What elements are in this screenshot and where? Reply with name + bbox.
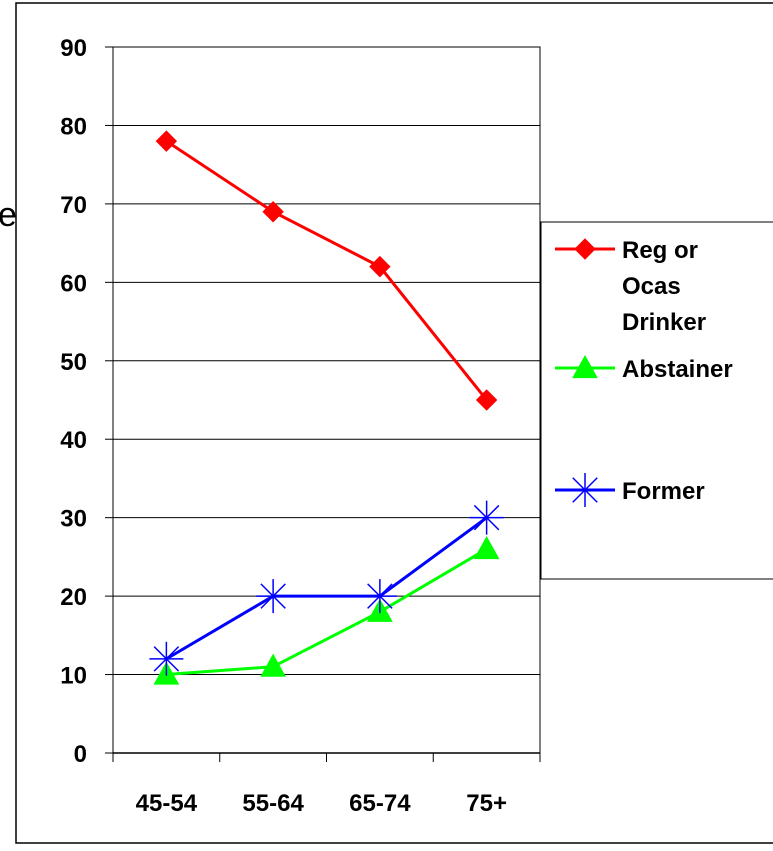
legend-label: Abstainer — [622, 356, 733, 383]
series-line — [165, 139, 488, 401]
series-line — [165, 516, 488, 661]
data-point — [260, 653, 286, 677]
y-tick-label: 20 — [60, 584, 87, 611]
legend-marker — [572, 354, 598, 379]
y-tick-label: 10 — [60, 663, 87, 690]
data-point — [362, 579, 397, 614]
x-tick-label: 55-64 — [242, 790, 304, 817]
x-tick-label: 65-74 — [349, 790, 411, 817]
x-tick-label: 45-54 — [136, 790, 198, 817]
data-point — [155, 130, 178, 152]
legend-box — [540, 221, 773, 580]
legend-label: Drinker — [622, 309, 706, 336]
y-tick-label: 50 — [60, 349, 87, 376]
data-point — [473, 536, 500, 560]
legend-label: Former — [622, 478, 705, 505]
data-point — [475, 389, 498, 411]
legend-label: Reg or — [622, 237, 698, 264]
series-2 — [149, 500, 504, 676]
series-line — [166, 547, 488, 677]
y-tick-label: 60 — [60, 270, 87, 297]
legend-label: Ocas — [622, 273, 681, 300]
y-tick-label: 40 — [60, 427, 87, 454]
data-point — [149, 641, 184, 676]
legend-marker — [568, 473, 602, 507]
legend-entry: Reg or Ocas Drinker — [555, 237, 706, 336]
series-0 — [155, 130, 498, 411]
y-tick-label: 70 — [60, 192, 87, 219]
legend-entry: Former — [555, 473, 705, 507]
y-tick-label: 30 — [60, 506, 87, 533]
data-point — [256, 579, 291, 614]
y-tick-label: 0 — [74, 741, 87, 768]
axes: 0 10 20 30 40 50 60 70 80 90 45-54 55-64 65-74 75+ — [60, 35, 541, 817]
data-point — [469, 500, 504, 535]
legend: Reg or Ocas Drinker Abstainer Former — [540, 221, 773, 580]
data-point — [369, 255, 391, 278]
series-group — [149, 130, 504, 685]
legend-marker — [574, 238, 596, 260]
y-axis-title-fragment: e — [0, 196, 17, 234]
y-tick-label: 80 — [60, 113, 87, 140]
y-tick-label: 90 — [60, 35, 87, 62]
data-point — [262, 201, 284, 223]
x-tick-label: 75+ — [466, 790, 507, 817]
legend-entry: Abstainer — [555, 354, 733, 383]
